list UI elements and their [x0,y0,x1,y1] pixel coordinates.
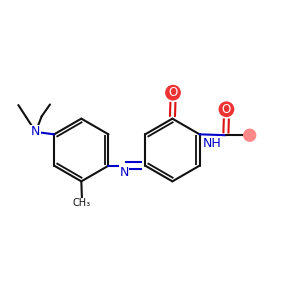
Text: N: N [31,125,40,138]
Text: CH₃: CH₃ [73,198,91,208]
Circle shape [166,85,180,100]
Text: O: O [222,103,231,116]
Text: N: N [119,166,129,179]
Text: NH: NH [203,136,221,150]
Circle shape [219,102,234,116]
Circle shape [244,129,256,141]
Text: O: O [168,86,178,99]
